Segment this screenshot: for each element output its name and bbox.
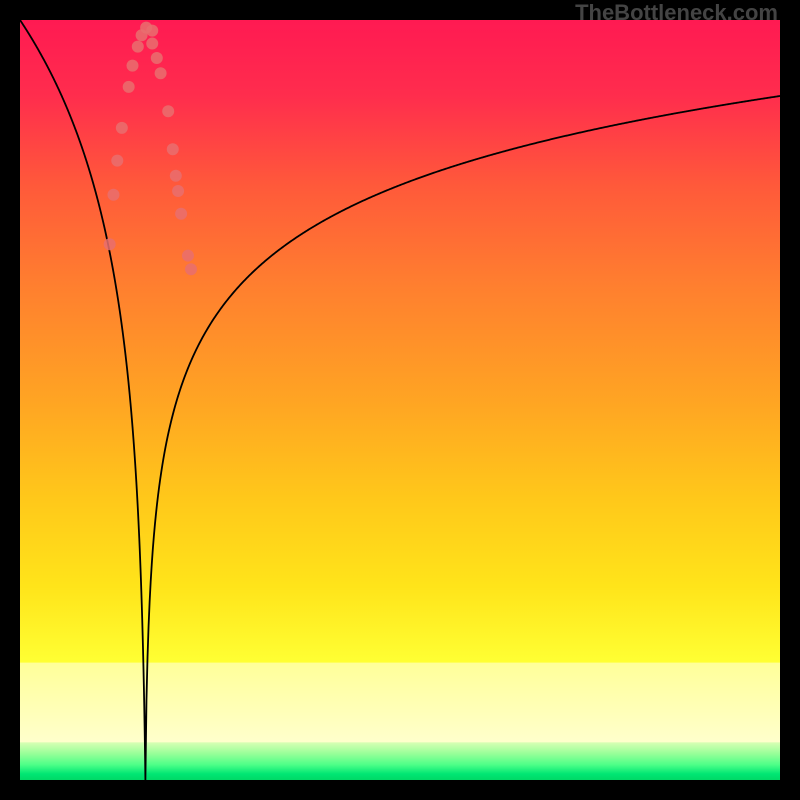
data-point	[132, 41, 144, 53]
data-point	[175, 208, 187, 220]
data-point	[167, 143, 179, 155]
data-point	[172, 185, 184, 197]
data-point	[104, 238, 116, 250]
gradient-background	[20, 20, 780, 780]
watermark-label: TheBottleneck.com	[575, 0, 778, 26]
data-point	[170, 170, 182, 182]
data-point	[126, 60, 138, 72]
data-point	[146, 38, 158, 50]
stage: TheBottleneck.com	[0, 0, 800, 800]
chart-svg	[20, 20, 780, 780]
data-point	[146, 25, 158, 37]
plot-area	[20, 20, 780, 780]
data-point	[185, 263, 197, 275]
data-point	[162, 105, 174, 117]
data-point	[123, 81, 135, 93]
data-point	[151, 52, 163, 64]
data-point	[111, 155, 123, 167]
data-point	[107, 189, 119, 201]
data-point	[116, 122, 128, 134]
data-point	[182, 250, 194, 262]
data-point	[155, 67, 167, 79]
